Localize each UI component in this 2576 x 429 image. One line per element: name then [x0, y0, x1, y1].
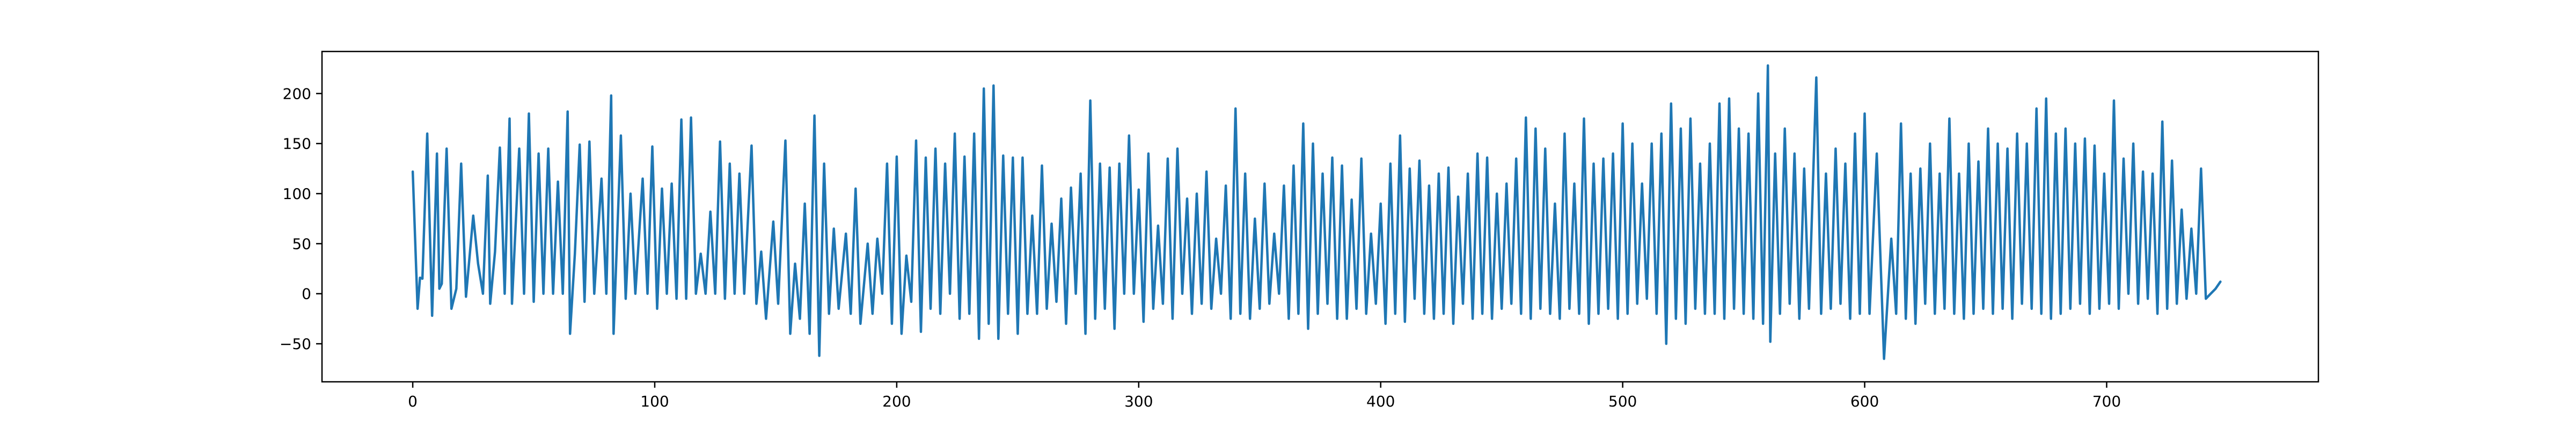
x-tick-label: 700: [2092, 393, 2121, 410]
x-tick-label: 500: [1608, 393, 1637, 410]
x-tick-label: 100: [640, 393, 669, 410]
y-tick-label: 0: [302, 285, 311, 303]
x-tick-label: 400: [1366, 393, 1395, 410]
plot-frame: [321, 50, 2319, 383]
x-tick-label: 0: [408, 393, 418, 410]
x-tick-label: 600: [1850, 393, 1879, 410]
x-axis: 0 100 200 300 400 500 600 700: [408, 382, 2121, 410]
series-line: [411, 64, 2222, 360]
y-axis: −50 0 50 100 150 200: [280, 85, 322, 353]
y-tick-label: 50: [292, 235, 311, 253]
y-tick-label: 200: [283, 85, 311, 102]
x-tick-label: 300: [1124, 393, 1153, 410]
y-tick-label: 150: [283, 135, 311, 153]
y-tick-label: 100: [283, 185, 311, 203]
y-tick-label: −50: [280, 335, 311, 353]
x-tick-label: 200: [882, 393, 911, 410]
